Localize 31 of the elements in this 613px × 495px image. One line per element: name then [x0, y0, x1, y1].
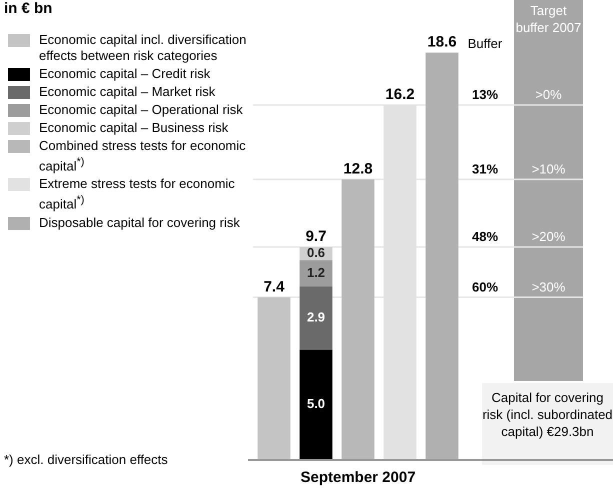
text: 48% [472, 229, 498, 244]
legend-label: Economic capital – Credit risk [39, 66, 210, 82]
data-label: 16.2 [385, 86, 415, 104]
text: >0% [535, 87, 562, 102]
x-axis-title: September 2007 [300, 469, 416, 486]
data-label: 12.8 [343, 160, 373, 178]
text: >20% [532, 229, 566, 244]
legend-label: Extreme stress tests for economic capital$^{*)}$ [39, 176, 236, 213]
data-label: 2.9 [306, 310, 326, 325]
text: 31% [472, 161, 498, 176]
data-label: 5.0 [306, 396, 326, 411]
total-label: 9.7 [306, 228, 326, 246]
legend-label: Economic capital – Operational risk [39, 102, 243, 118]
text: Target buffer 2007 [514, 2, 582, 36]
text: >10% [532, 161, 566, 176]
legend-label: Economic capital – Market risk [39, 84, 216, 100]
data-label: 18.6 [427, 34, 457, 51]
legend-label: Combined stress tests for economic capital$^{*)}$ [39, 138, 247, 174]
text: Capital for covering risk (incl. subordinated capital) €29.3bn [482, 383, 613, 465]
text: >30% [532, 279, 566, 294]
data-label: 1.2 [306, 264, 326, 280]
legend-label: Economic capital – Business risk [39, 120, 228, 136]
text: Buffer [466, 36, 504, 51]
text: *) excl. diversification effects [4, 452, 168, 467]
text: 60% [472, 279, 498, 294]
legend-label: Disposable capital for covering risk [39, 214, 240, 231]
data-label: 0.6 [306, 245, 326, 260]
legend-label: Economic capital incl. diversification effects between risk categories [39, 32, 248, 64]
data-label: 7.4 [264, 278, 286, 296]
text: in € bn [4, 0, 52, 17]
text: 13% [472, 87, 498, 102]
